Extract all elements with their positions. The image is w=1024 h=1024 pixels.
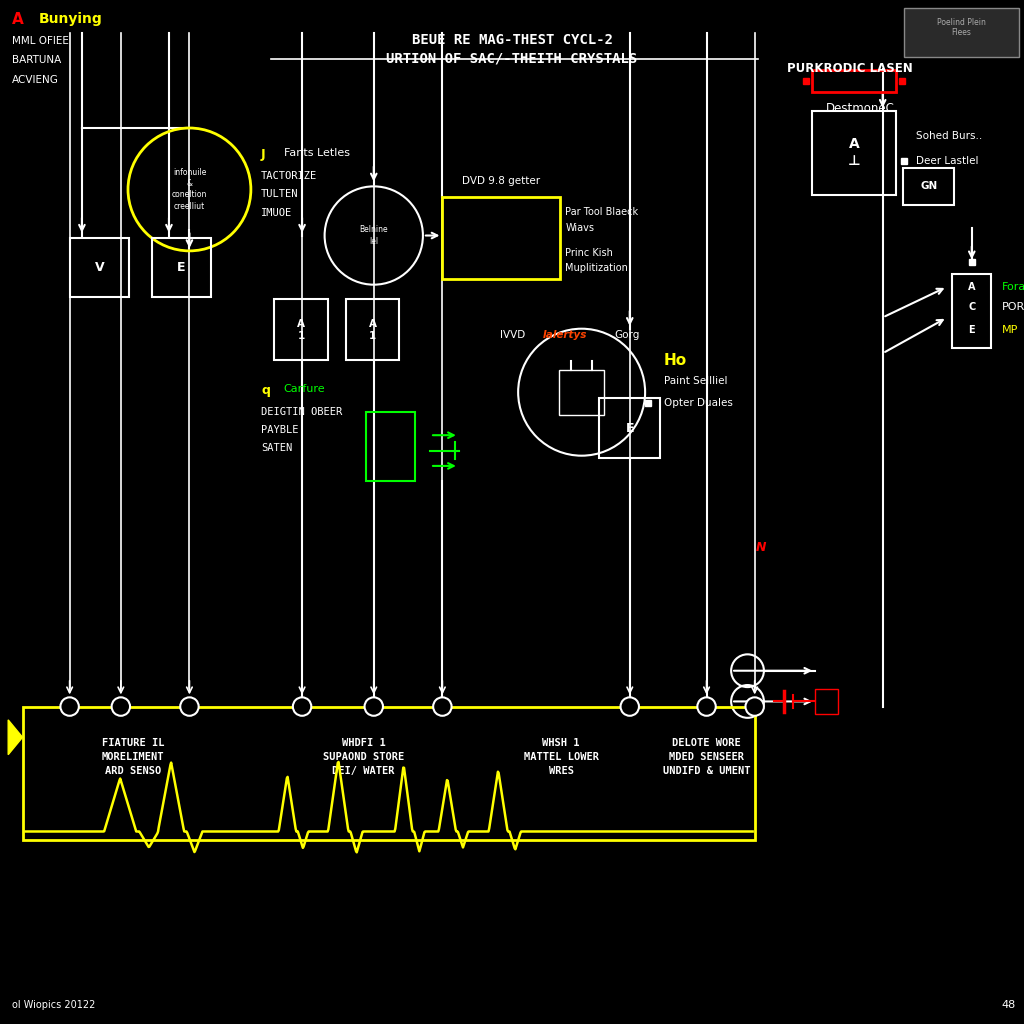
Text: DVD 9.8 getter: DVD 9.8 getter	[462, 176, 541, 186]
Text: PORDIING: PORDIING	[1001, 302, 1024, 312]
Polygon shape	[8, 720, 23, 755]
Text: Par Tool Blaeck: Par Tool Blaeck	[565, 207, 638, 217]
Bar	[274, 299, 328, 360]
Text: Carfure: Carfure	[284, 384, 326, 394]
Circle shape	[745, 697, 764, 716]
Text: E: E	[969, 325, 975, 335]
Circle shape	[60, 697, 79, 716]
Text: A
⊥: A ⊥	[848, 137, 860, 168]
Text: A: A	[968, 282, 976, 292]
Text: Poelind Plein
Flees: Poelind Plein Flees	[937, 18, 986, 37]
Text: IMUOE: IMUOE	[261, 208, 293, 218]
Bar	[815, 689, 838, 714]
Bar	[812, 111, 896, 195]
Circle shape	[293, 697, 311, 716]
Text: V: V	[94, 261, 104, 273]
Text: DEIGTIN OBEER: DEIGTIN OBEER	[261, 407, 342, 417]
Text: Gorg: Gorg	[614, 330, 640, 340]
Bar	[152, 238, 211, 297]
Text: BARTUNA: BARTUNA	[12, 55, 61, 66]
Bar	[70, 238, 129, 297]
Text: ol Wiopics 20122: ol Wiopics 20122	[12, 999, 95, 1010]
Text: A
1: A 1	[369, 318, 377, 341]
Text: TULTEN: TULTEN	[261, 189, 299, 200]
Text: Deer Lastlel: Deer Lastlel	[916, 156, 979, 166]
Text: Wiavs: Wiavs	[565, 223, 594, 233]
Text: Ho: Ho	[664, 353, 687, 368]
Text: DELOTE WORE
MDED SENSEER
UNDIFD & UMENT: DELOTE WORE MDED SENSEER UNDIFD & UMENT	[663, 738, 751, 776]
Circle shape	[180, 697, 199, 716]
Text: Paint Sellliel: Paint Sellliel	[664, 376, 727, 386]
Circle shape	[112, 697, 130, 716]
Bar	[903, 168, 954, 205]
Text: A
1: A 1	[297, 318, 305, 341]
Text: MML OFIEE: MML OFIEE	[12, 36, 70, 46]
Text: Forat: Forat	[1001, 282, 1024, 292]
Text: infonuile
&
coneltion
creelliut: infonuile & coneltion creelliut	[172, 168, 207, 211]
Circle shape	[365, 697, 383, 716]
Text: A: A	[12, 12, 24, 28]
Bar	[952, 274, 991, 348]
Text: TACTORIZE: TACTORIZE	[261, 171, 317, 181]
Bar	[812, 70, 896, 92]
Text: URTION OF SAC/-THEITH CRYSTALS: URTION OF SAC/-THEITH CRYSTALS	[386, 51, 638, 66]
Bar	[904, 8, 1019, 57]
Text: PURKRODIC LASEN: PURKRODIC LASEN	[787, 62, 912, 75]
Text: Belnine
lel: Belnine lel	[359, 225, 388, 246]
Text: IVVD: IVVD	[500, 330, 525, 340]
Text: q: q	[261, 384, 270, 397]
Bar	[346, 299, 399, 360]
Text: DestmoneC: DestmoneC	[825, 102, 895, 116]
Text: N: N	[756, 542, 766, 554]
Text: Sohed Burs..: Sohed Burs..	[916, 131, 983, 141]
Bar	[442, 197, 560, 279]
Bar	[559, 370, 604, 415]
Text: 48: 48	[1001, 999, 1016, 1010]
Text: MP: MP	[1001, 325, 1018, 335]
Text: SATEN: SATEN	[261, 443, 293, 454]
Text: PAYBLE: PAYBLE	[261, 425, 299, 435]
Text: FIATURE IL
MORELIMENT
ARD SENSO: FIATURE IL MORELIMENT ARD SENSO	[101, 738, 165, 776]
Text: BEUE RE MAG-THEST CYCL-2: BEUE RE MAG-THEST CYCL-2	[412, 33, 612, 47]
Text: C: C	[968, 302, 976, 312]
Text: Opter Duales: Opter Duales	[664, 398, 732, 409]
Text: Muplitization: Muplitization	[565, 263, 628, 273]
Text: WHSH 1
MATTEL LOWER
WRES: WHSH 1 MATTEL LOWER WRES	[523, 738, 599, 776]
Text: Fants Letles: Fants Letles	[284, 148, 349, 159]
Text: E: E	[626, 422, 634, 434]
Circle shape	[621, 697, 639, 716]
Circle shape	[697, 697, 716, 716]
Bar	[599, 398, 660, 458]
Circle shape	[433, 697, 452, 716]
Text: WHDFI 1
SUPAOND STORE
DEI/ WATER: WHDFI 1 SUPAOND STORE DEI/ WATER	[323, 738, 404, 776]
Text: E: E	[177, 261, 185, 273]
Text: GN: GN	[921, 181, 937, 191]
Text: Ialertys: Ialertys	[543, 330, 587, 340]
Text: J: J	[261, 148, 266, 162]
Text: Bunying: Bunying	[39, 12, 102, 27]
Bar	[366, 412, 415, 481]
Bar	[23, 707, 755, 840]
Text: Princ Kish: Princ Kish	[565, 248, 613, 258]
Text: ACVIENG: ACVIENG	[12, 75, 59, 85]
